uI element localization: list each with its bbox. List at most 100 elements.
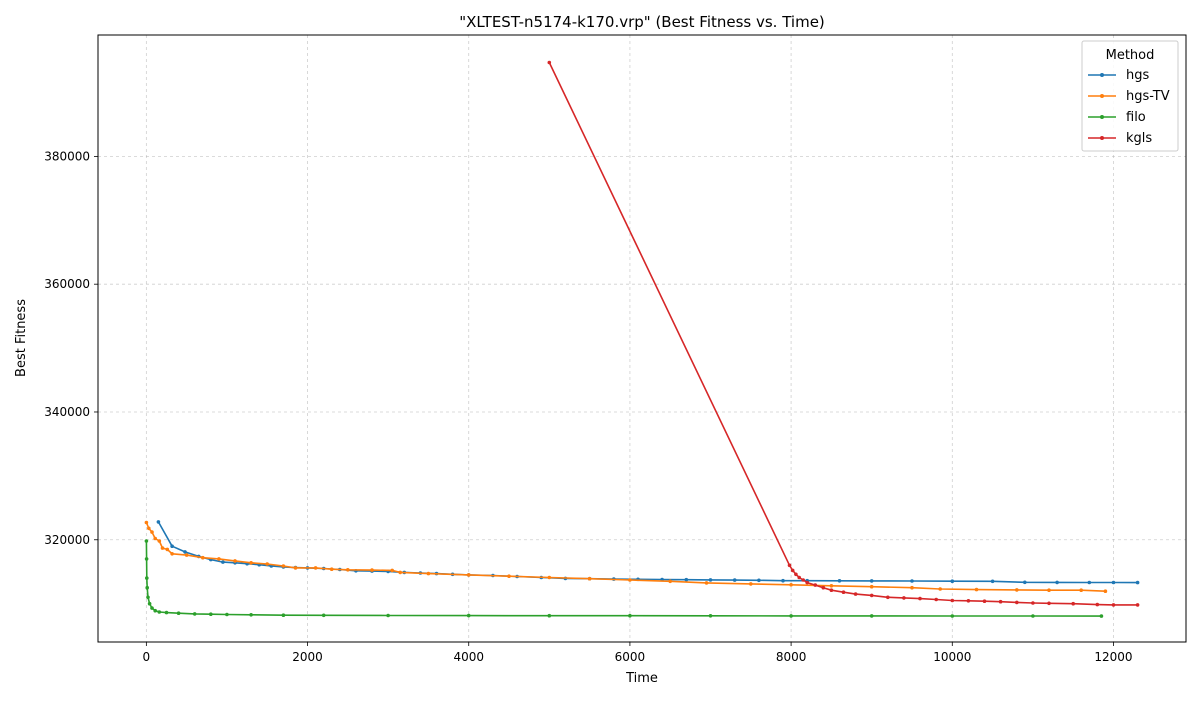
data-point-filo (281, 613, 286, 617)
legend-marker (1100, 115, 1104, 119)
data-point-kgls (934, 597, 938, 602)
data-point-kgls (982, 599, 987, 603)
data-point-filo (145, 576, 149, 580)
data-point-hgs (950, 579, 955, 583)
data-point-kgls (902, 596, 906, 600)
data-point-hgs-TV (390, 568, 395, 573)
series-kgls (547, 60, 1140, 607)
data-point-kgls (918, 596, 922, 601)
x-axis-label: Time (625, 671, 658, 686)
data-point-kgls (821, 585, 826, 590)
x-tick-label: 8000 (776, 650, 807, 664)
data-point-hgs-TV (329, 567, 334, 571)
legend-items: hgs hgs-TV filo kgls (1088, 68, 1170, 146)
data-point-hgs-TV (704, 581, 709, 585)
data-point-filo (225, 612, 229, 617)
data-point-filo (628, 613, 632, 618)
data-point-filo (869, 614, 874, 618)
data-point-hgs (1135, 580, 1140, 585)
data-point-kgls (841, 590, 846, 594)
data-point-hgs-TV (398, 570, 403, 575)
x-tick-label: 4000 (453, 650, 484, 664)
data-point-hgs-TV (1047, 588, 1051, 592)
data-point-filo (386, 613, 390, 618)
data-point-hgs (1111, 580, 1116, 585)
x-tick-label: 0 (143, 650, 151, 664)
data-point-hgs-TV (1015, 588, 1019, 592)
data-point-hgs-TV (628, 578, 632, 582)
data-point-hgs (757, 578, 761, 583)
data-point-filo (164, 610, 169, 615)
data-point-filo (708, 614, 713, 618)
data-point-kgls (998, 599, 1003, 604)
plot-frame (97, 34, 1187, 643)
data-point-kgls (790, 568, 795, 573)
legend-label: filo (1126, 110, 1146, 125)
data-point-filo (1099, 614, 1104, 618)
y-tick-label: 340000 (44, 405, 90, 419)
data-point-hgs-TV (144, 520, 149, 525)
data-point-kgls (1111, 603, 1116, 607)
data-point-hgs-TV (1103, 589, 1108, 593)
data-point-filo (144, 539, 149, 543)
data-point-filo (466, 613, 471, 618)
legend-marker (1100, 94, 1104, 98)
series-hgs-TV (144, 520, 1108, 593)
data-point-filo (547, 613, 552, 618)
data-point-hgs-TV (170, 552, 174, 556)
data-point-filo (145, 585, 149, 590)
x-tick-label: 12000 (1094, 650, 1132, 664)
data-point-filo (176, 611, 181, 615)
data-point-hgs-TV (313, 566, 318, 570)
data-point-filo (144, 557, 149, 561)
y-tick-label: 360000 (44, 277, 90, 291)
legend-item-filo: filo (1088, 110, 1146, 125)
data-point-hgs-TV (147, 526, 151, 531)
data-point-hgs (684, 577, 689, 582)
y-tick-label: 380000 (44, 149, 90, 163)
legend-item-hgs: hgs (1088, 68, 1149, 83)
data-point-hgs-TV (184, 553, 189, 557)
data-point-kgls (794, 572, 798, 577)
data-point-filo (950, 614, 955, 618)
data-point-hgs-TV (668, 579, 672, 584)
data-point-filo (192, 612, 197, 616)
data-point-kgls (813, 583, 818, 587)
legend-label: kgls (1126, 131, 1152, 146)
legend-item-hgs-TV: hgs-TV (1088, 89, 1170, 104)
data-point-kgls (966, 599, 971, 603)
data-point-hgs-TV (160, 546, 165, 550)
data-point-hgs (910, 579, 914, 583)
data-point-kgls (1095, 602, 1100, 607)
data-point-kgls (829, 588, 834, 592)
data-point-hgs-TV (974, 587, 979, 592)
y-axis-label: Best Fitness (14, 299, 29, 377)
legend-item-kgls: kgls (1088, 131, 1152, 146)
data-point-hgs (1087, 580, 1092, 585)
legend-title: Method (1106, 48, 1155, 63)
data-point-hgs (1055, 580, 1059, 585)
data-point-hgs-TV (749, 582, 753, 586)
data-point-hgs (221, 560, 225, 564)
data-point-filo (789, 614, 793, 618)
data-point-kgls (950, 598, 955, 603)
series-line-kgls (548, 62, 1138, 606)
data-point-hgs-TV (217, 557, 221, 561)
data-point-kgls (1071, 601, 1075, 606)
data-point-hgs-TV (587, 576, 592, 581)
legend-label: hgs (1126, 68, 1149, 83)
data-point-hgs-TV (869, 584, 874, 589)
series-filo (144, 539, 1104, 618)
data-point-kgls (853, 592, 858, 596)
data-point-hgs (1023, 580, 1027, 585)
x-tick-label: 10000 (933, 650, 971, 664)
data-point-hgs-TV (547, 575, 552, 580)
data-point-hgs-TV (150, 530, 154, 534)
data-point-hgs (170, 544, 174, 548)
data-point-hgs-TV (201, 555, 205, 560)
data-point-hgs-TV (265, 562, 270, 566)
data-point-hgs (869, 579, 874, 583)
legend-box (1081, 40, 1179, 152)
data-point-hgs (990, 579, 995, 584)
